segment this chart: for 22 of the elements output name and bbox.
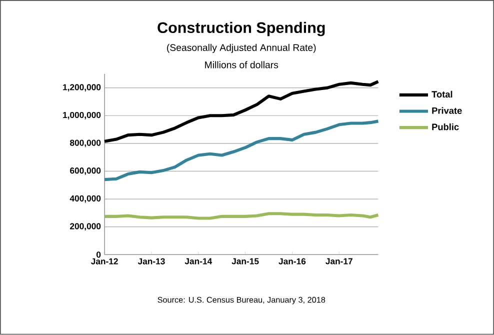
line-series: [103, 120, 380, 182]
chart-title: Construction Spending: [158, 22, 325, 36]
chart-subtitle: (Seasonally Adjusted Annual Rate): [167, 44, 316, 54]
line-series: [103, 80, 380, 144]
x-tick-label: Jan-17: [326, 258, 352, 264]
legend-label: Total: [432, 90, 452, 98]
x-tick-label: Jan-14: [184, 258, 212, 264]
y-tick-label: 1,000,000: [63, 112, 101, 120]
y-tick-label: 400,000: [70, 196, 101, 203]
y-tick-label: 1,200,000: [63, 84, 101, 92]
x-tick-label: Jan-16: [278, 258, 306, 265]
y-tick-label: 0: [96, 252, 101, 258]
y-tick-label: 200,000: [70, 223, 101, 231]
x-tick-label: Jan-12: [90, 258, 118, 265]
y-tick-label: 800,000: [70, 140, 101, 148]
legend-label: Private: [432, 107, 462, 114]
y-axis-title: Millions of dollars: [205, 61, 278, 68]
x-tick-label: Jan-15: [232, 258, 259, 264]
legend-label: Public: [432, 124, 459, 130]
source-note: Source: U.S. Census Bureau, January 3, 2018: [158, 297, 326, 304]
y-tick-label: 600,000: [70, 168, 101, 176]
x-tick-label: Jan-13: [138, 258, 165, 265]
